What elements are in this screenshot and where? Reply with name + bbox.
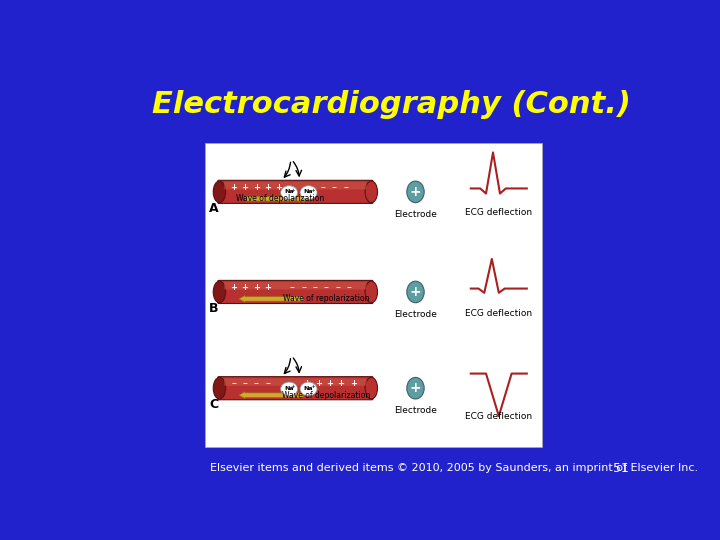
- Text: Electrode: Electrode: [394, 406, 437, 415]
- Text: Electrode: Electrode: [394, 309, 437, 319]
- FancyBboxPatch shape: [224, 182, 366, 190]
- Ellipse shape: [213, 377, 225, 399]
- Ellipse shape: [365, 181, 377, 202]
- FancyBboxPatch shape: [218, 377, 373, 400]
- Ellipse shape: [213, 281, 225, 303]
- Text: +: +: [241, 283, 248, 292]
- Text: +: +: [276, 183, 283, 192]
- Text: –: –: [320, 182, 325, 192]
- Text: –: –: [336, 282, 340, 292]
- Text: –: –: [301, 282, 306, 292]
- Text: +: +: [230, 183, 237, 192]
- FancyBboxPatch shape: [224, 282, 366, 289]
- FancyArrow shape: [239, 392, 303, 399]
- Text: +: +: [338, 379, 344, 388]
- FancyBboxPatch shape: [204, 143, 542, 448]
- Text: Wave of repolarization: Wave of repolarization: [283, 294, 369, 303]
- Text: +: +: [310, 188, 315, 193]
- Text: Wave of depolarization: Wave of depolarization: [235, 194, 324, 203]
- Text: –: –: [231, 379, 236, 389]
- Text: –: –: [312, 282, 318, 292]
- Text: Na: Na: [304, 386, 313, 391]
- Text: –: –: [254, 379, 258, 389]
- Ellipse shape: [407, 181, 424, 202]
- Text: +: +: [291, 188, 295, 193]
- Text: +: +: [253, 283, 260, 292]
- Text: +: +: [326, 379, 333, 388]
- Ellipse shape: [407, 377, 424, 399]
- Text: +: +: [291, 384, 295, 389]
- Text: +: +: [230, 283, 237, 292]
- Ellipse shape: [365, 377, 377, 399]
- Text: +: +: [253, 183, 260, 192]
- Text: +: +: [241, 183, 248, 192]
- Text: +: +: [410, 185, 421, 199]
- Ellipse shape: [213, 181, 225, 202]
- Text: –: –: [309, 182, 314, 192]
- Text: +: +: [410, 285, 421, 299]
- FancyArrow shape: [239, 295, 303, 302]
- Ellipse shape: [281, 382, 297, 396]
- Text: +: +: [310, 384, 315, 389]
- Text: +: +: [303, 379, 310, 388]
- Text: +: +: [264, 283, 271, 292]
- Text: 51: 51: [613, 462, 629, 475]
- Text: –: –: [289, 282, 294, 292]
- Text: –: –: [343, 182, 348, 192]
- Ellipse shape: [300, 382, 317, 396]
- Text: Electrode: Electrode: [394, 210, 437, 219]
- Text: A: A: [210, 202, 219, 215]
- Text: +: +: [351, 379, 357, 388]
- Text: Electrocardiography (Cont.): Electrocardiography (Cont.): [152, 90, 631, 119]
- Text: Elsevier items and derived items © 2010, 2005 by Saunders, an imprint of Elsevie: Elsevier items and derived items © 2010,…: [210, 463, 698, 473]
- Text: C: C: [210, 398, 218, 411]
- Text: Na: Na: [284, 386, 294, 391]
- Text: Wave of depolarization: Wave of depolarization: [282, 390, 371, 400]
- Text: ECG deflection: ECG deflection: [465, 411, 532, 421]
- Text: –: –: [243, 379, 248, 389]
- FancyBboxPatch shape: [224, 378, 366, 386]
- Text: Na: Na: [304, 190, 313, 194]
- Ellipse shape: [365, 281, 377, 303]
- Text: B: B: [210, 302, 219, 315]
- Ellipse shape: [407, 281, 424, 303]
- Text: ECG deflection: ECG deflection: [465, 308, 532, 318]
- Text: –: –: [324, 282, 329, 292]
- Text: +: +: [410, 381, 421, 395]
- Text: –: –: [346, 282, 351, 292]
- Text: ECG deflection: ECG deflection: [465, 208, 532, 218]
- Ellipse shape: [281, 186, 297, 200]
- FancyBboxPatch shape: [218, 180, 373, 204]
- Text: +: +: [264, 183, 271, 192]
- Text: Na: Na: [284, 190, 294, 194]
- Text: –: –: [265, 379, 270, 389]
- Text: –: –: [332, 182, 337, 192]
- FancyBboxPatch shape: [218, 280, 373, 303]
- FancyArrow shape: [245, 195, 310, 202]
- Text: +: +: [315, 379, 322, 388]
- Ellipse shape: [300, 186, 317, 200]
